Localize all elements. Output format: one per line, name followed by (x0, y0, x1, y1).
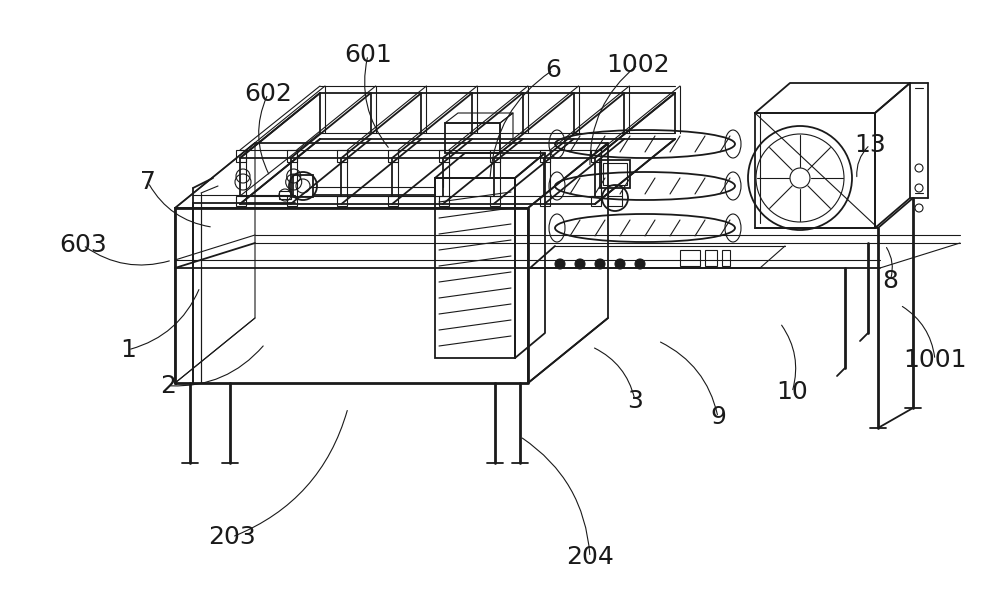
Bar (540, 196, 550, 206)
Bar (445, 123, 500, 153)
Bar (755, 113, 875, 228)
Bar (591, 150, 601, 162)
Text: 8: 8 (882, 269, 898, 293)
Text: 10: 10 (776, 380, 808, 404)
Bar (705, 250, 717, 266)
Bar (293, 175, 313, 197)
Circle shape (575, 259, 585, 269)
Bar (680, 250, 700, 266)
Text: 603: 603 (59, 233, 107, 257)
Bar (279, 191, 291, 199)
Bar (439, 150, 449, 162)
Circle shape (555, 259, 565, 269)
Bar (540, 150, 550, 162)
Circle shape (615, 259, 625, 269)
Text: 203: 203 (208, 525, 256, 549)
Text: 1002: 1002 (606, 53, 670, 77)
Text: 601: 601 (344, 43, 392, 67)
Bar (435, 178, 515, 358)
Bar (388, 150, 398, 162)
Bar (603, 163, 627, 185)
Bar (236, 196, 246, 206)
Bar (287, 150, 297, 162)
Bar (490, 196, 500, 206)
Text: 7: 7 (140, 170, 156, 194)
Circle shape (595, 259, 605, 269)
Text: 204: 204 (566, 545, 614, 569)
Bar (337, 150, 347, 162)
Text: 1: 1 (120, 338, 136, 362)
Bar (600, 160, 630, 188)
Text: 9: 9 (710, 405, 726, 429)
Bar (287, 196, 297, 206)
Bar (236, 150, 246, 162)
Circle shape (635, 259, 645, 269)
Text: 602: 602 (244, 82, 292, 106)
Bar (591, 196, 601, 206)
Bar (722, 250, 730, 266)
Text: 2: 2 (160, 374, 176, 398)
Text: 3: 3 (627, 389, 643, 413)
Bar (490, 150, 500, 162)
Text: 13: 13 (854, 133, 886, 157)
Bar (439, 196, 449, 206)
Text: 1001: 1001 (903, 348, 967, 372)
Text: 6: 6 (545, 58, 561, 82)
Bar (337, 196, 347, 206)
Bar (608, 196, 622, 206)
Bar (388, 196, 398, 206)
